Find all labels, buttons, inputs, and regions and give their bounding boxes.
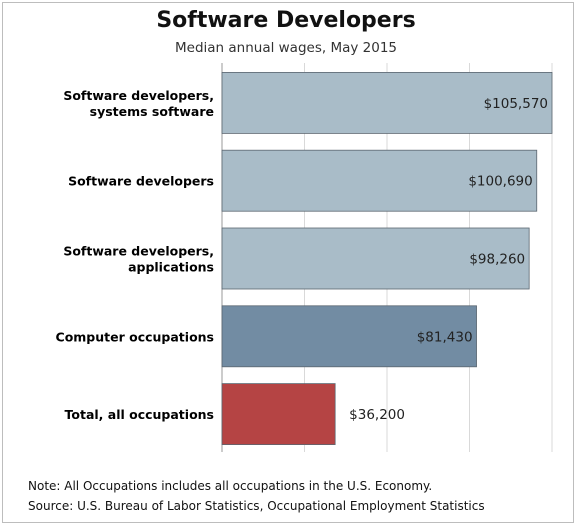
category-label: Software developers, systems software — [63, 88, 214, 119]
chart-title: Software Developers — [156, 8, 416, 33]
bar — [221, 72, 553, 134]
category-label: Computer occupations — [56, 329, 214, 344]
category-label: Software developers, applications — [63, 244, 214, 275]
data-label: $36,200 — [349, 407, 405, 423]
category-label: Total, all occupations — [65, 407, 214, 422]
chart-source: Source: U.S. Bureau of Labor Statistics,… — [28, 499, 485, 513]
bar — [221, 227, 530, 290]
bar — [221, 305, 477, 368]
chart-note: Note: All Occupations includes all occup… — [28, 479, 433, 493]
data-label: $105,570 — [484, 96, 548, 112]
category-label: Software developers — [68, 174, 214, 189]
data-label: $98,260 — [469, 252, 525, 268]
bar — [221, 149, 538, 212]
data-label: $81,430 — [417, 329, 473, 345]
chart-subtitle: Median annual wages, May 2015 — [174, 40, 397, 56]
bar — [221, 383, 336, 446]
data-label: $100,690 — [468, 174, 532, 190]
